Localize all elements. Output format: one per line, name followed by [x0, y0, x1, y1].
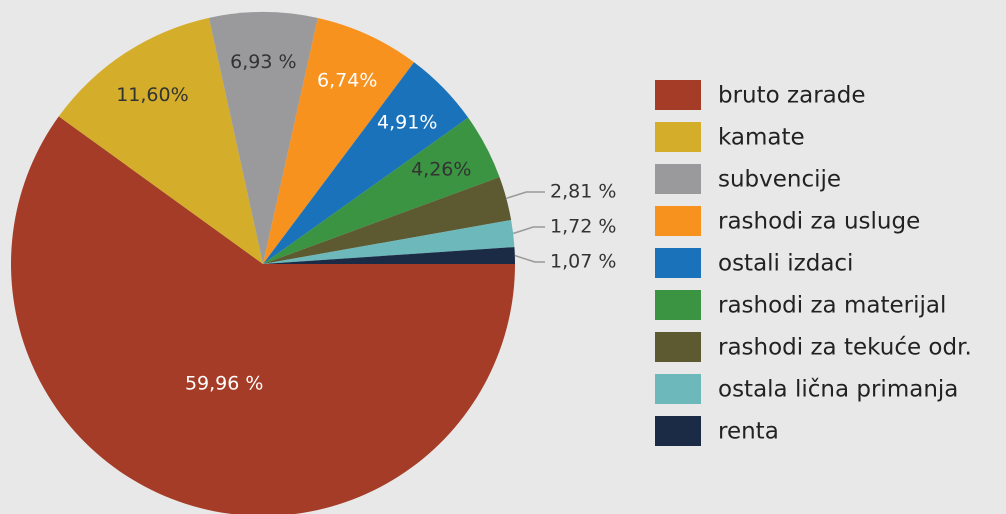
data-label: 59,96 % — [185, 372, 264, 394]
pie-slice — [263, 117, 500, 264]
pie-slice — [11, 116, 515, 514]
pie-slice — [208, 12, 318, 265]
legend-swatch — [655, 416, 701, 446]
data-label: 1,07 % — [550, 251, 616, 273]
legend-label: bruto zarade — [718, 83, 866, 109]
data-label: 6,74% — [317, 69, 377, 91]
data-label: 6,93 % — [230, 51, 296, 73]
pie-slice — [263, 177, 512, 264]
leader-line — [506, 191, 545, 200]
legend-swatch — [655, 206, 701, 236]
legend-swatch — [655, 164, 701, 194]
leader-line — [514, 254, 545, 263]
pie-slice — [263, 62, 469, 264]
legend-label: ostala lična primanja — [718, 377, 958, 403]
legend-label: rashodi za usluge — [718, 209, 920, 235]
data-label: 4,91% — [377, 112, 437, 134]
data-label: 4,26% — [411, 158, 471, 180]
legend-swatch — [655, 374, 701, 404]
legend-swatch — [655, 290, 701, 320]
pie-slice — [263, 220, 515, 264]
data-label: 2,81 % — [550, 181, 616, 203]
legend-label: renta — [718, 419, 779, 445]
legend-label: rashodi za tekuće odr. — [718, 335, 972, 361]
legend-label: subvencije — [718, 167, 841, 193]
legend-label: rashodi za materijal — [718, 293, 946, 319]
legend-swatch — [655, 332, 701, 362]
legend-swatch — [655, 122, 701, 152]
pie-slice — [263, 247, 515, 264]
data-label: 11,60% — [116, 84, 188, 106]
pie-slice — [58, 17, 264, 265]
legend-swatch — [655, 248, 701, 278]
legend-swatch — [655, 80, 701, 110]
leader-line — [512, 226, 545, 235]
legend-label: kamate — [718, 125, 805, 151]
data-label: 1,72 % — [550, 216, 616, 238]
pie-slice — [263, 18, 415, 264]
legend-label: ostali izdaci — [718, 251, 853, 277]
